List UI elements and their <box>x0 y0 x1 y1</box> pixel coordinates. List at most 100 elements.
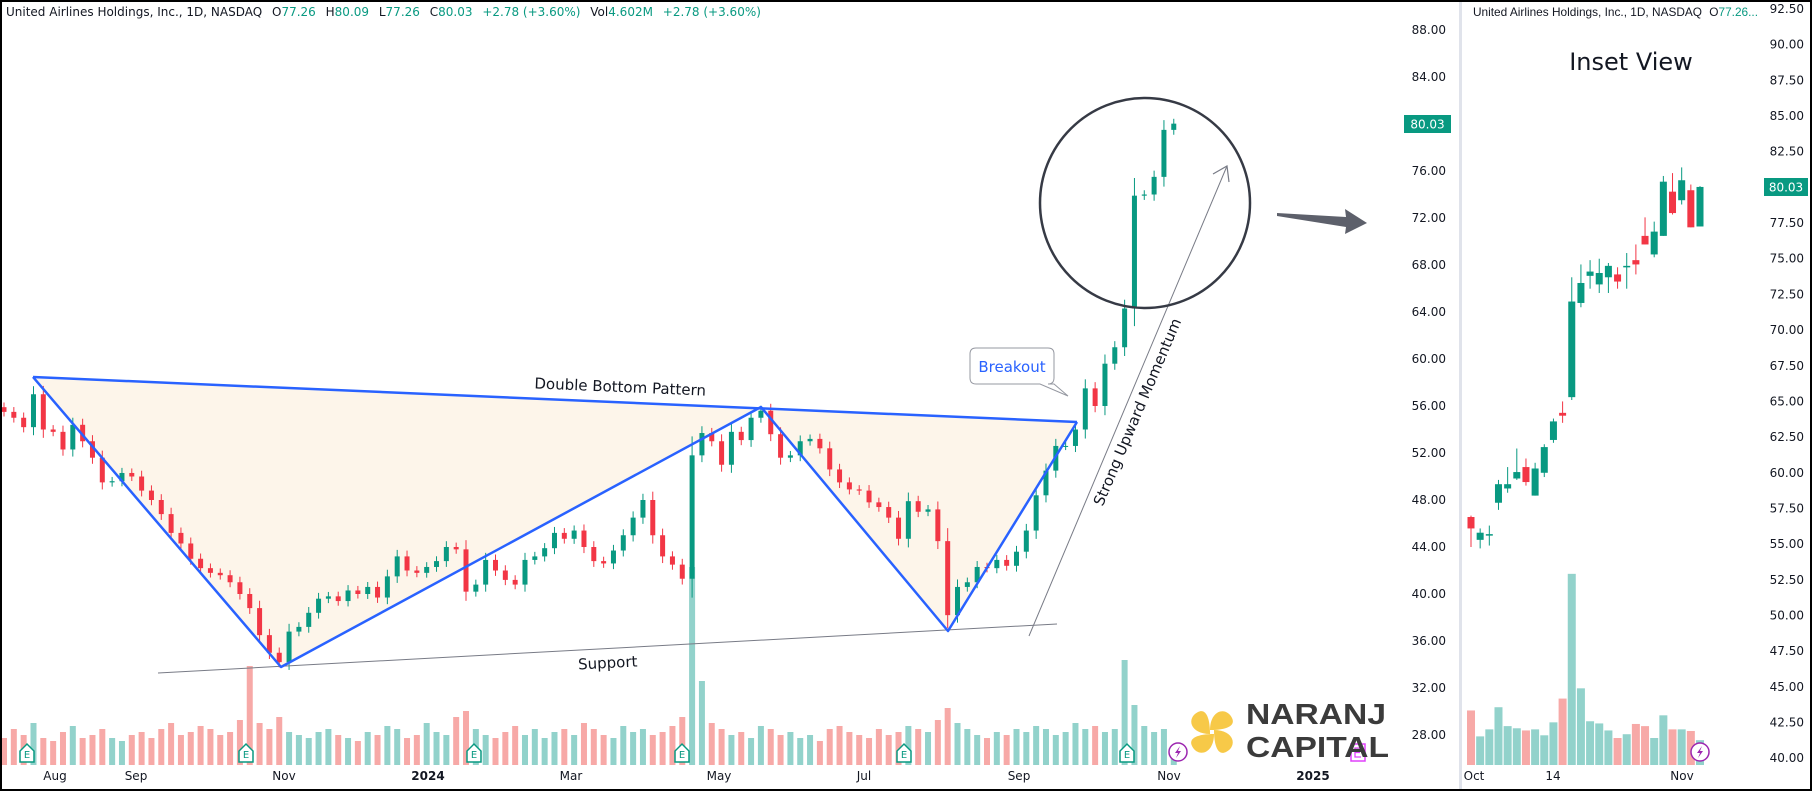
inset-candles <box>1467 167 1704 549</box>
lightning-icon[interactable] <box>1690 742 1710 762</box>
volume-bar <box>974 735 981 765</box>
inset-volume-bar <box>1622 734 1631 765</box>
high-label: H <box>326 5 335 19</box>
main-price-axis[interactable]: 88.00 84.00 76.00 72.00 68.00 64.00 60.00 56.00… <box>1412 23 1446 742</box>
volume-bar <box>128 735 135 765</box>
candle <box>50 425 56 437</box>
y-tick-label: 40.00 <box>1412 587 1446 601</box>
inset-y-tick-label: 65.00 <box>1770 394 1804 408</box>
low-value: 77.26 <box>386 5 420 19</box>
candle <box>257 600 263 643</box>
candle <box>905 492 911 548</box>
volume-bar <box>964 729 971 765</box>
volume-bar <box>492 738 499 765</box>
inset-volume-bar <box>1567 573 1576 765</box>
earnings-flag-icon[interactable]: E <box>674 742 690 763</box>
volume-bar <box>1160 729 1167 765</box>
candle-body <box>80 424 86 442</box>
x-tick-label: 2025 <box>1296 769 1329 783</box>
earnings-flag-icon[interactable]: E <box>19 742 35 763</box>
candle-body <box>778 434 784 458</box>
inset-price-axis[interactable]: 92.50 90.00 87.50 85.00 82.50 77.50 75.00 72.50… <box>1770 2 1804 765</box>
future-earnings-box <box>1350 743 1366 762</box>
inset-volume-bar <box>1512 728 1521 765</box>
candle <box>227 570 233 588</box>
inset-candle-body <box>1476 532 1484 540</box>
candle-body <box>1122 308 1128 348</box>
inset-y-tick-label: 90.00 <box>1770 38 1804 52</box>
inset-volume-bar <box>1650 738 1659 765</box>
x-tick-label: Aug <box>43 769 66 783</box>
arrowhead-icon <box>1212 165 1230 183</box>
earnings-flag-icon[interactable]: E <box>1119 742 1135 763</box>
volume-bar <box>807 735 814 765</box>
candle-body <box>355 590 361 594</box>
inset-candle <box>1623 253 1631 289</box>
inset-y-tick-label: 82.50 <box>1770 145 1804 159</box>
candle-body <box>699 433 705 456</box>
y-tick-label: 28.00 <box>1412 728 1446 742</box>
candle-body <box>945 541 951 616</box>
earnings-flag-icon[interactable]: E <box>896 742 912 763</box>
support-line[interactable] <box>157 623 1058 674</box>
volume-bar <box>826 729 833 765</box>
volume-bar <box>1111 729 1118 765</box>
inset-volume-bar <box>1476 736 1485 765</box>
breakout-callout[interactable]: Breakout <box>969 347 1069 397</box>
high-value: 80.09 <box>335 5 369 19</box>
inset-time-axis[interactable]: Oct 14 Nov <box>1464 769 1694 783</box>
candle <box>148 485 154 506</box>
candle-body <box>905 501 911 539</box>
earnings-flag-icon[interactable]: E <box>238 742 254 763</box>
lightning-bolt <box>1175 746 1181 758</box>
candle <box>424 562 430 578</box>
candle <box>1063 441 1069 451</box>
candle-body <box>1082 388 1088 430</box>
inset-candle <box>1494 479 1502 510</box>
neckline[interactable] <box>32 375 1078 424</box>
volume-bar <box>551 732 558 765</box>
candle-body <box>207 568 213 573</box>
candle-body <box>325 596 331 599</box>
inset-candle <box>1549 418 1557 443</box>
volume-bar <box>630 732 637 765</box>
candle <box>571 525 577 544</box>
volume-bar <box>718 729 725 765</box>
volume-bar <box>797 738 804 765</box>
main-legend: United Airlines Holdings, Inc., 1D, NASD… <box>6 5 761 19</box>
y-tick-label: 76.00 <box>1412 164 1446 178</box>
inset-x-tick-label: Oct <box>1464 769 1485 783</box>
inset-candle <box>1595 258 1603 293</box>
volume-bar <box>561 729 568 765</box>
candle-body <box>50 429 56 432</box>
volume-bar <box>1141 726 1148 765</box>
momentum-arrow[interactable] <box>1028 165 1230 637</box>
volume-bar <box>738 732 745 765</box>
inset-last-price-badge-bg <box>1764 178 1808 196</box>
earnings-flag-icon[interactable]: E <box>466 742 482 763</box>
candle-body <box>296 626 302 632</box>
candle-body <box>620 535 626 551</box>
pane-divider[interactable] <box>1459 0 1462 791</box>
candle <box>748 410 754 447</box>
lightning-icon[interactable] <box>1168 742 1188 762</box>
candle-body <box>168 514 174 533</box>
volume-bar <box>689 567 696 765</box>
inset-candle <box>1696 186 1704 227</box>
x-tick-label: Nov <box>272 769 295 783</box>
inset-candle <box>1659 175 1667 236</box>
candle-body <box>384 576 390 598</box>
earnings-flag-shape <box>466 742 482 763</box>
inset-y-tick-label: 77.50 <box>1770 216 1804 230</box>
volume-bar <box>875 729 882 765</box>
candle <box>896 510 902 546</box>
candle-body <box>709 433 715 442</box>
double-bottom-zigzag[interactable] <box>32 376 1079 669</box>
candle-body <box>797 441 803 456</box>
highlight-circle[interactable] <box>1038 96 1252 310</box>
future-earnings-icon[interactable] <box>1350 743 1366 762</box>
candle-body <box>1171 123 1177 130</box>
y-tick-label: 64.00 <box>1412 305 1446 319</box>
main-time-axis[interactable]: Aug Sep Nov 2024 Mar May Jul Sep Nov 202… <box>43 769 1329 783</box>
